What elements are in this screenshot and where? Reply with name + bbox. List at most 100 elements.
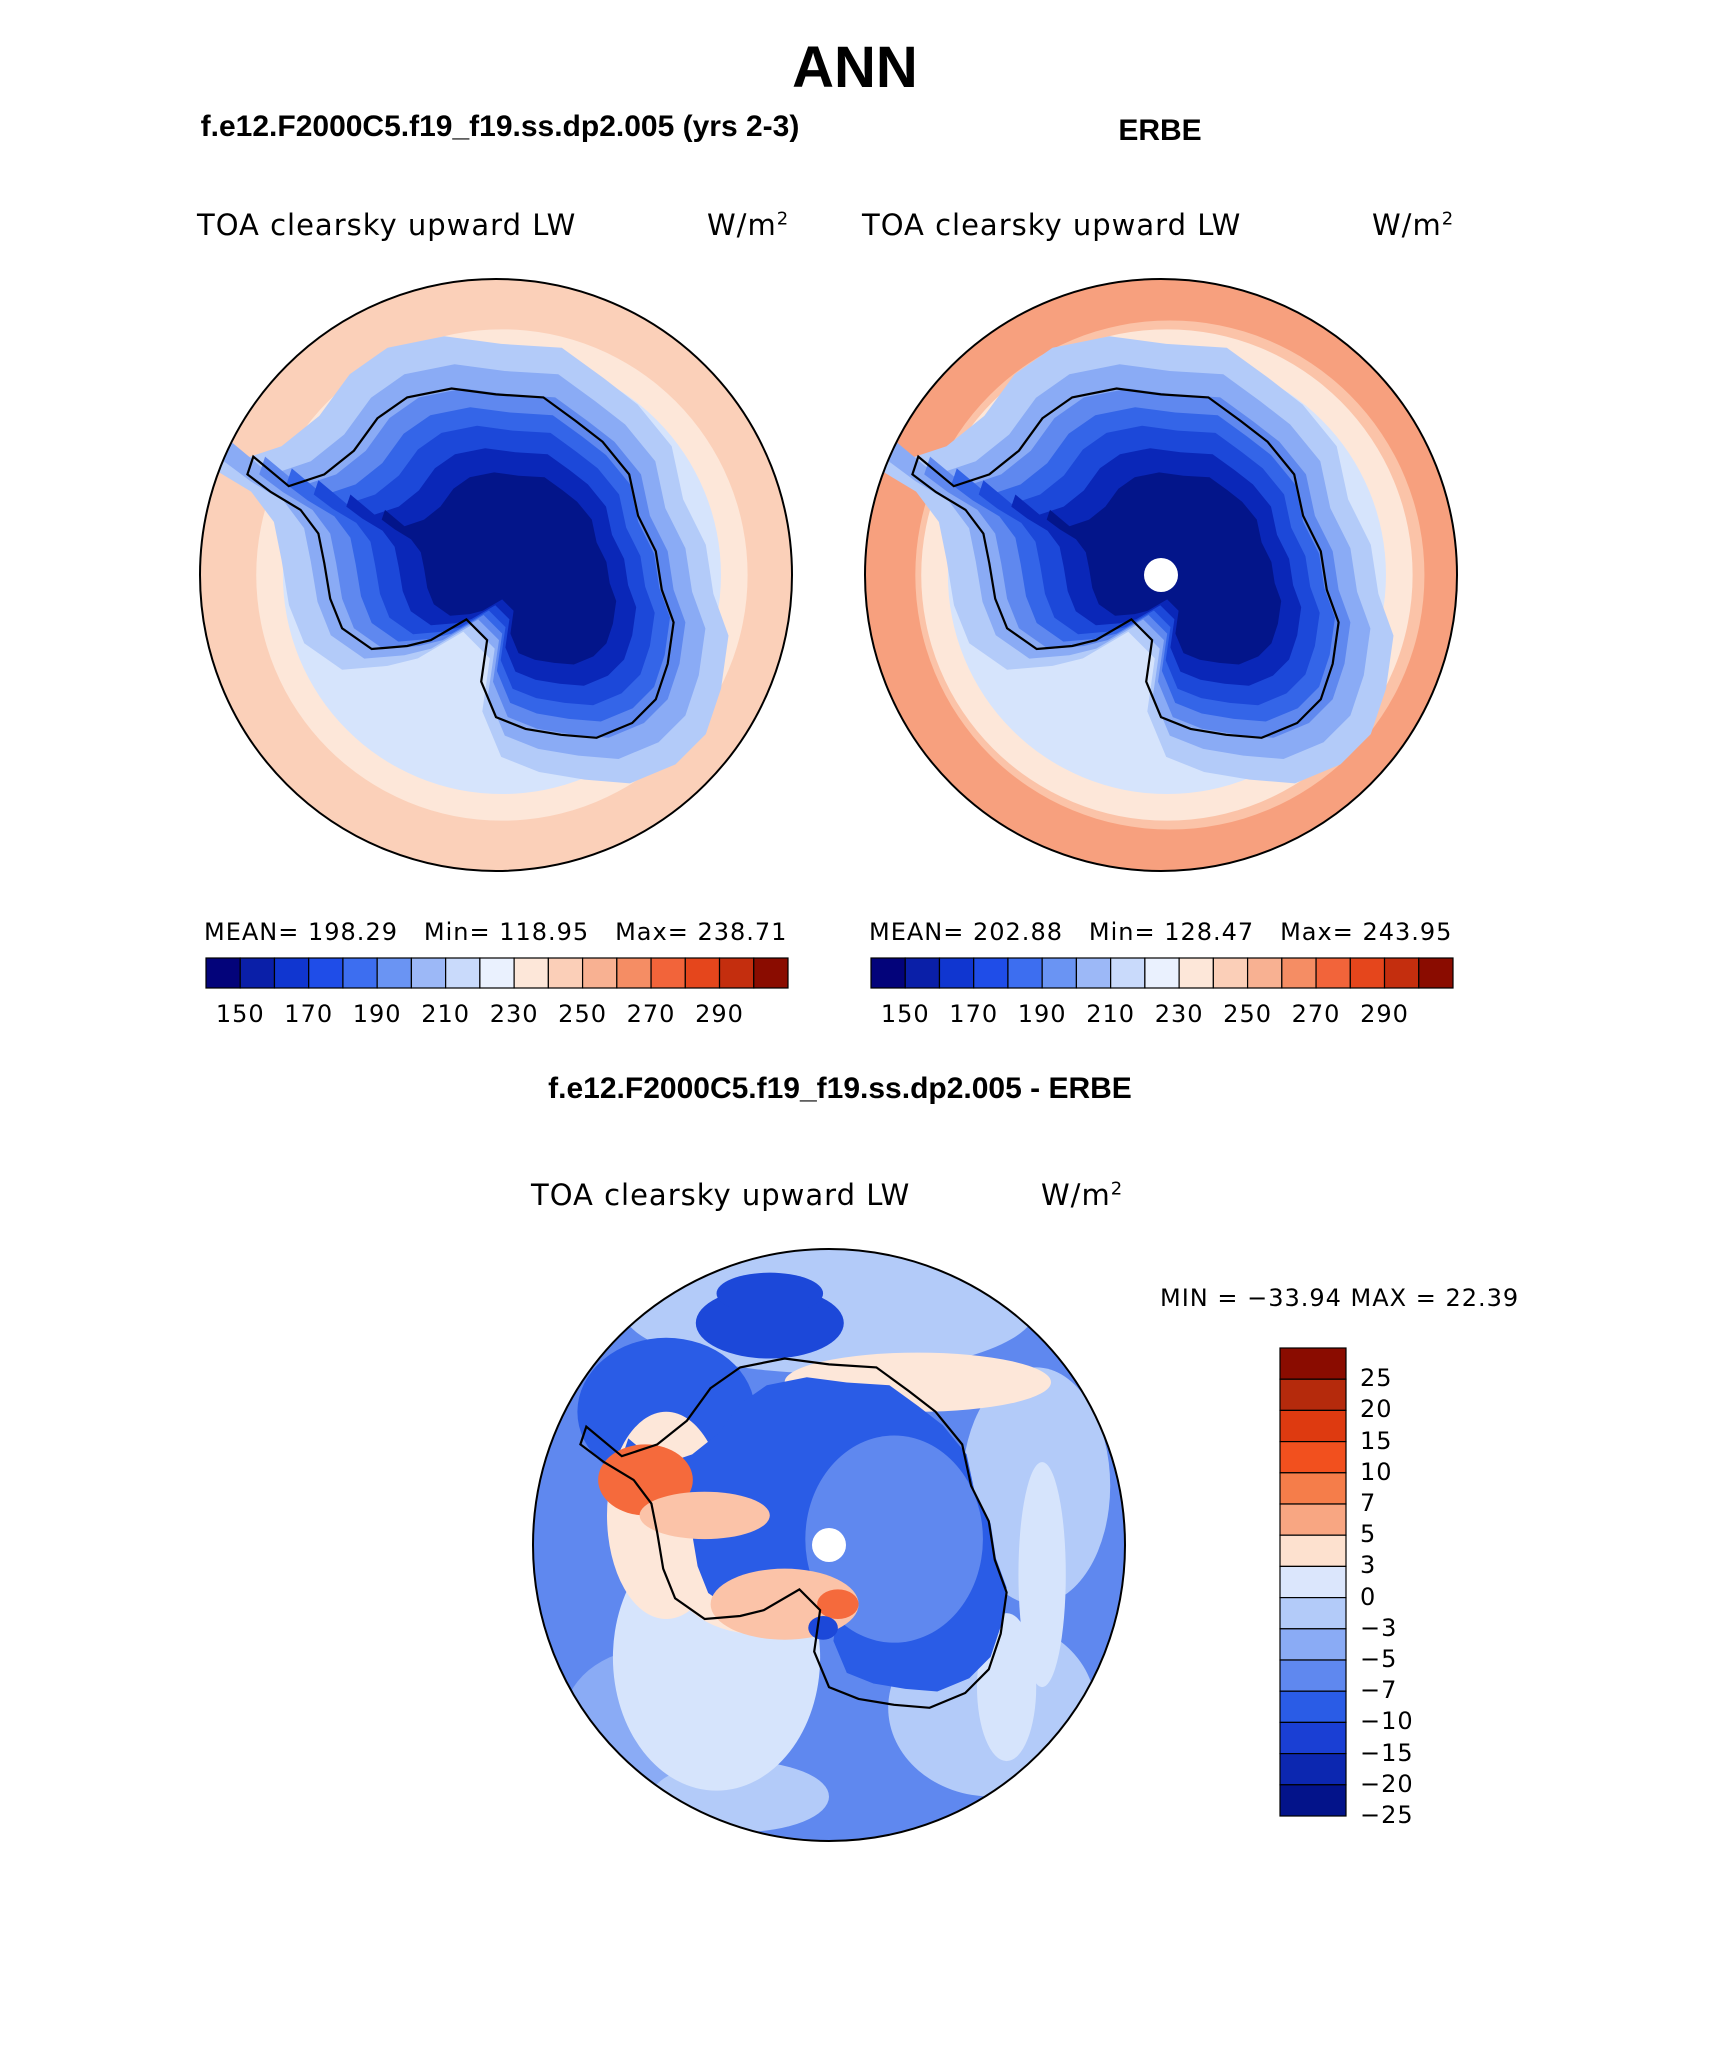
south-america-coastline (896, 385, 905, 407)
colorbar-tick-label: −20 (1360, 1769, 1414, 1798)
colorbar-box (376, 957, 413, 989)
colorbar-tick-label: −25 (1360, 1801, 1414, 1829)
model-stats: MEAN= 198.29 Min= 118.95 Max= 238.71 (204, 918, 788, 946)
diff-patch (639, 1491, 770, 1540)
model-panel-title: f.e12.F2000C5.f19_f19.ss.dp2.005 (yrs 2-… (200, 110, 800, 143)
colorbar-tick-label: −5 (1360, 1645, 1398, 1673)
obs-colorbar (870, 957, 1454, 989)
colorbar-box (1315, 957, 1351, 989)
colorbar-tick-label: 7 (1360, 1489, 1377, 1517)
colorbar-box (513, 957, 549, 989)
colorbar-box (1279, 1690, 1347, 1723)
diff-panel-title: f.e12.F2000C5.f19_f19.ss.dp2.005 - ERBE (548, 1072, 1132, 1105)
diff-patch (817, 1589, 859, 1619)
colorbar-box (1281, 957, 1317, 989)
colorbar-box (1279, 1721, 1347, 1755)
colorbar-box (581, 957, 618, 989)
colorbar-box (1075, 957, 1112, 989)
colorbar-tick-label: 250 (1223, 1000, 1272, 1028)
colorbar-box (1246, 957, 1283, 989)
obs-variable-label: TOA clearsky upward LW (862, 208, 1242, 242)
antarctica-coastline (579, 1357, 1008, 1709)
model-units-label: W/m2 (707, 208, 790, 242)
colorbar-tick-label: 210 (1086, 1000, 1136, 1028)
colorbar-tick-label: −3 (1360, 1613, 1398, 1642)
colorbar-tick-label: 3 (1360, 1551, 1377, 1580)
colorbar-tick-label: 5 (1360, 1520, 1377, 1549)
diff-patch (716, 1272, 824, 1315)
map-border (199, 278, 793, 872)
south-america-coastline (564, 1355, 573, 1377)
antarctica-coastline (246, 387, 675, 739)
colorbar-tick-label: −10 (1360, 1707, 1414, 1736)
colorbar-box (1349, 957, 1386, 989)
colorbar-box (273, 957, 310, 989)
colorbar-tick-label: 150 (215, 1000, 265, 1028)
colorbar-box (684, 957, 721, 989)
colorbar-tick-label: 270 (1291, 1000, 1341, 1028)
colorbar-box (1383, 957, 1420, 989)
colorbar-tick-label: 20 (1360, 1395, 1393, 1424)
south-america-coastline (231, 385, 240, 407)
pole-hole (812, 1528, 846, 1562)
colorbar-box (1418, 957, 1454, 989)
colorbar-box (1144, 957, 1180, 989)
colorbar-tick-label: 230 (1154, 1000, 1204, 1028)
colorbar-tick-label: 290 (1360, 1000, 1409, 1028)
colorbar-tick-label: −15 (1360, 1738, 1414, 1767)
obs-stats: MEAN= 202.88 Min= 128.47 Max= 243.95 (869, 918, 1453, 946)
colorbar-tick-label: 10 (1360, 1457, 1393, 1486)
colorbar-box (205, 957, 241, 989)
colorbar-box (1212, 957, 1249, 989)
diff-map (532, 1248, 1126, 1842)
colorbar-tick-label: 250 (558, 1000, 607, 1028)
colorbar-tick-label: 190 (352, 1000, 402, 1028)
map-border (864, 278, 1458, 872)
colorbar-box (445, 957, 481, 989)
colorbar-tick-label: 170 (949, 1000, 999, 1028)
colorbar-box (973, 957, 1009, 989)
colorbar-tick-label: 25 (1360, 1364, 1393, 1393)
colorbar-box (410, 957, 447, 989)
colorbar-box (1279, 1659, 1347, 1692)
colorbar-tick-label: 210 (421, 1000, 471, 1028)
model-map (199, 278, 793, 872)
colorbar-box (753, 957, 789, 989)
diff-minmax-label: MIN = −33.94 MAX = 22.39 (1160, 1284, 1520, 1312)
colorbar-tick-label: 170 (284, 1000, 334, 1028)
colorbar-box (1041, 957, 1078, 989)
colorbar-box (239, 957, 276, 989)
colorbar-box (1279, 1472, 1347, 1505)
colorbar-tick-label: 150 (880, 1000, 930, 1028)
colorbar-box (616, 957, 652, 989)
colorbar-box (1110, 957, 1146, 989)
colorbar-box (1279, 1440, 1347, 1474)
colorbar-box (1007, 957, 1043, 989)
colorbar-box (1279, 1752, 1347, 1786)
colorbar-box (1279, 1628, 1347, 1661)
colorbar-tick-label: 230 (489, 1000, 539, 1028)
colorbar-tick-label: 290 (695, 1000, 744, 1028)
colorbar-box (938, 957, 975, 989)
map-border (532, 1248, 1126, 1842)
model-variable-label: TOA clearsky upward LW (197, 208, 577, 242)
colorbar-box (342, 957, 378, 989)
diff-patch (808, 1616, 838, 1640)
diff-units-label: W/m2 (1041, 1178, 1124, 1212)
diff-colorbar (1279, 1347, 1347, 1817)
colorbar-box (1279, 1347, 1347, 1380)
colorbar-box (650, 957, 686, 989)
colorbar-box (479, 957, 515, 989)
colorbar-box (1279, 1534, 1347, 1567)
model-colorbar (205, 957, 789, 989)
pole-hole (1144, 558, 1178, 592)
colorbar-box (1279, 1596, 1347, 1630)
colorbar-tick-label: 15 (1360, 1426, 1393, 1455)
colorbar-box (1279, 1378, 1347, 1411)
antarctica-coastline (911, 387, 1340, 739)
obs-panel-title: ERBE (1118, 114, 1202, 147)
colorbar-box (1279, 1784, 1347, 1817)
diff-variable-label: TOA clearsky upward LW (531, 1178, 911, 1212)
field-band (381, 472, 617, 665)
